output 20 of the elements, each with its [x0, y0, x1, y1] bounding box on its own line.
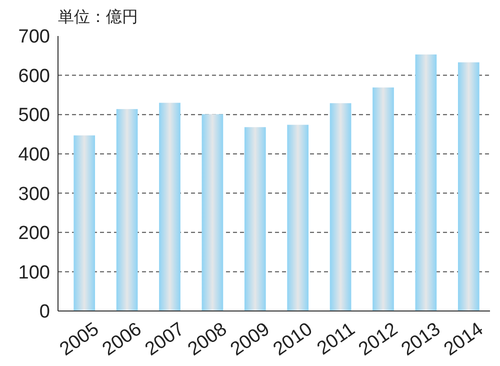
bar — [372, 87, 394, 311]
y-tick-label: 500 — [18, 105, 50, 126]
y-tick-label: 0 — [39, 302, 50, 323]
bar — [202, 114, 224, 311]
bar — [458, 62, 480, 311]
bar — [415, 54, 437, 311]
bar — [244, 127, 266, 311]
y-tick-label: 200 — [18, 223, 50, 244]
y-tick-label: 400 — [18, 144, 50, 166]
bar — [330, 103, 352, 311]
bar — [159, 102, 180, 311]
y-tick-label: 600 — [18, 66, 50, 87]
y-tick-label: 700 — [18, 26, 50, 48]
y-tick-label: 300 — [18, 184, 50, 205]
y-tick-label: 100 — [18, 262, 50, 284]
bar — [287, 124, 309, 311]
y-axis-title: 単位：億円 — [58, 8, 138, 26]
x-tick-label: 2011 — [314, 318, 360, 360]
bar — [116, 109, 138, 311]
bar — [74, 135, 96, 311]
